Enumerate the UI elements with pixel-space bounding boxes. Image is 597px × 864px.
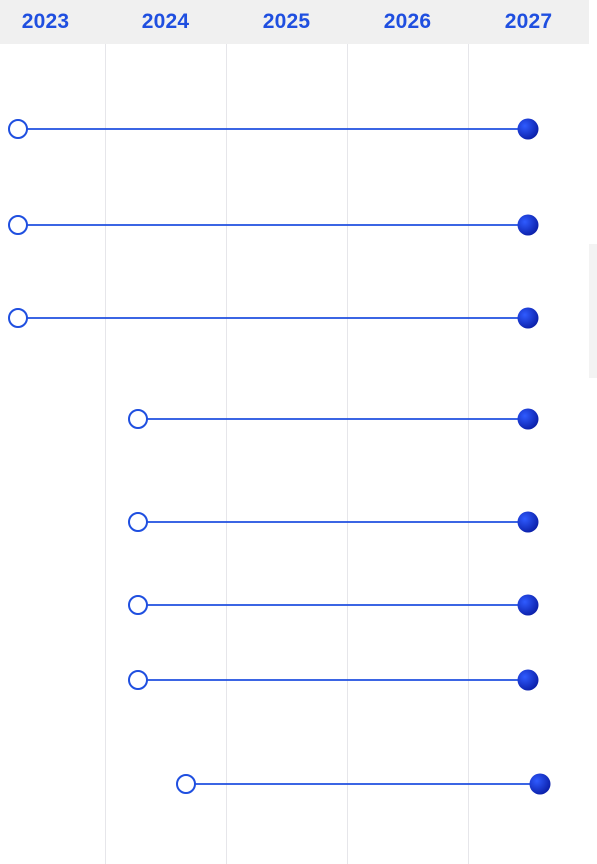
- timeline-start-marker[interactable]: [8, 308, 28, 328]
- scrollbar-track[interactable]: [589, 244, 597, 378]
- timeline-end-marker[interactable]: [517, 408, 539, 430]
- timeline-end-marker[interactable]: [517, 214, 539, 236]
- year-label-2024: 2024: [141, 10, 190, 33]
- year-label-2026: 2026: [383, 10, 432, 33]
- timeline-start-marker[interactable]: [128, 595, 148, 615]
- timeline-year-header: 2023 2024 2025 2026 2027: [0, 0, 589, 44]
- timeline-start-marker[interactable]: [128, 670, 148, 690]
- timeline-start-marker[interactable]: [128, 512, 148, 532]
- timeline-end-marker[interactable]: [529, 773, 551, 795]
- timeline-end-marker[interactable]: [517, 594, 539, 616]
- timeline-end-marker[interactable]: [517, 511, 539, 533]
- timeline-end-marker[interactable]: [517, 669, 539, 691]
- gridline-2025: [226, 44, 227, 864]
- gridline-2026: [347, 44, 348, 864]
- timeline-start-marker[interactable]: [128, 409, 148, 429]
- timeline-start-marker[interactable]: [8, 119, 28, 139]
- year-label-2027: 2027: [504, 10, 553, 33]
- year-label-2025: 2025: [262, 10, 311, 33]
- year-label-2023: 2023: [21, 10, 70, 33]
- gridline-2027: [468, 44, 469, 864]
- timeline-end-marker[interactable]: [517, 307, 539, 329]
- timeline-start-marker[interactable]: [176, 774, 196, 794]
- timeline-start-marker[interactable]: [8, 215, 28, 235]
- gridline-2024: [105, 44, 106, 864]
- timeline-end-marker[interactable]: [517, 118, 539, 140]
